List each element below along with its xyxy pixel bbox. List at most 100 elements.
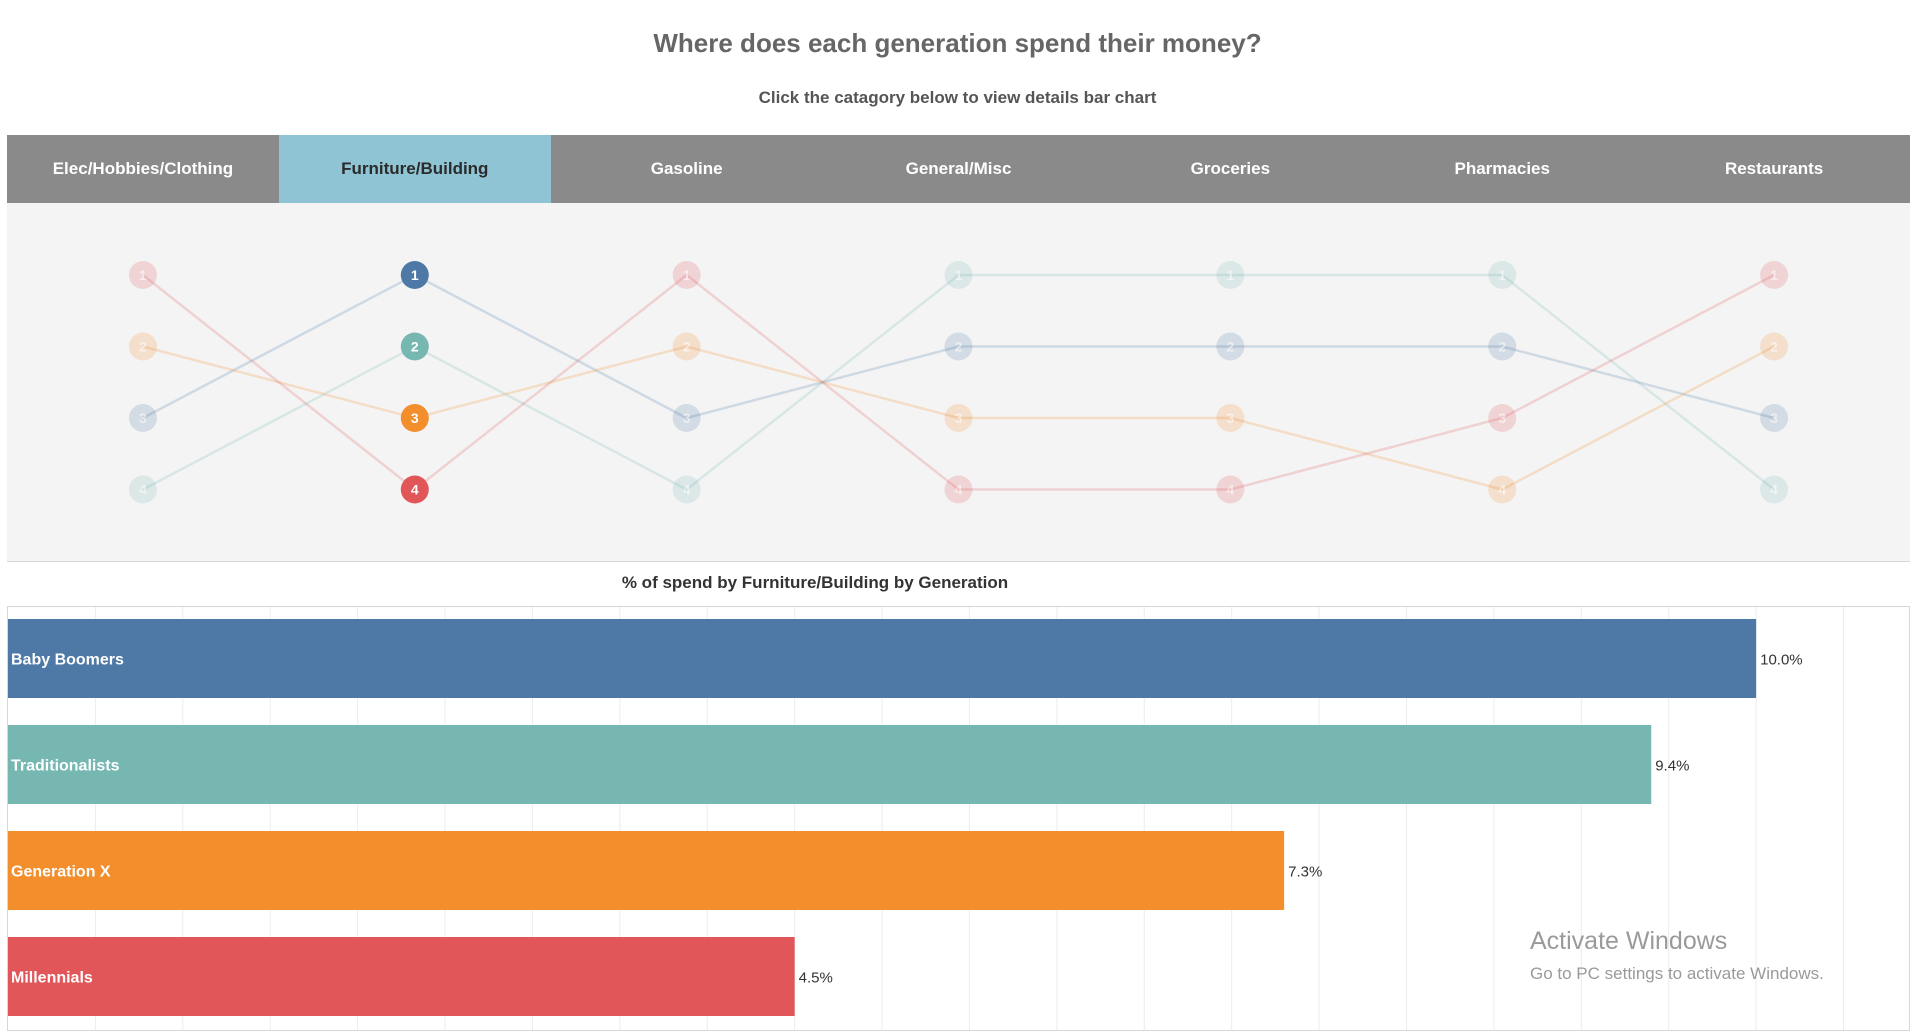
bar-value-label: 9.4%	[1655, 758, 1689, 775]
bump-marker-baby-boomers[interactable]: 2	[944, 332, 973, 361]
bump-marker-traditionalists[interactable]: 1	[1488, 261, 1517, 289]
tab-general-misc[interactable]: General/Misc	[905, 159, 1012, 178]
bump-rank-label: 1	[139, 267, 147, 283]
watermark-line-2: Go to PC settings to activate Windows.	[1530, 964, 1824, 983]
bump-marker-generation-x[interactable]: 2	[1760, 332, 1789, 361]
tab-groceries[interactable]: Groceries	[1190, 159, 1271, 178]
bump-marker-generation-x[interactable]: 2	[128, 332, 157, 361]
bump-marker-traditionalists[interactable]: 1	[1216, 261, 1245, 289]
tab-elec-hobbies-clothing[interactable]: Elec/Hobbies/Clothing	[52, 159, 234, 178]
bump-marker-circle	[128, 475, 157, 504]
bar-baby-boomers[interactable]: Baby Boomers 10.0%	[8, 619, 1803, 698]
bump-marker-traditionalists[interactable]: 2	[400, 332, 429, 361]
bump-marker-generation-x[interactable]: 3	[1216, 404, 1245, 432]
bump-rank-label: 3	[1770, 410, 1778, 426]
bump-rank-label: 4	[139, 482, 147, 498]
bump-chart: 3 1 3 2 2 2 3 4 2 4 1 1 1 4 2 3 2 3 3 4 2 1 4 1 4 4 3 1	[128, 261, 1789, 504]
category-tabs: Elec/Hobbies/Clothing Furniture/Building…	[7, 135, 1910, 203]
bump-marker-millennials[interactable]: 1	[672, 261, 701, 289]
bar-value-label: 10.0%	[1760, 652, 1803, 669]
bar-value-label: 7.3%	[1288, 864, 1322, 881]
bar-category-label: Generation X	[11, 864, 111, 881]
tab-furniture-building[interactable]: Furniture/Building	[278, 135, 551, 203]
bump-rank-label: 4	[683, 482, 691, 498]
tab-gasoline[interactable]: Gasoline	[650, 159, 723, 178]
bar-traditionalists[interactable]: Traditionalists 9.4%	[8, 725, 1689, 804]
bump-marker-circle	[1216, 332, 1245, 361]
bump-rank-label: 2	[955, 339, 963, 355]
bump-marker-circle	[672, 475, 701, 504]
bump-marker-generation-x[interactable]: 3	[400, 404, 429, 432]
bump-marker-traditionalists[interactable]: 4	[672, 475, 701, 504]
bump-marker-baby-boomers[interactable]: 2	[1488, 332, 1517, 361]
bump-marker-circle	[400, 475, 429, 504]
bump-marker-baby-boomers[interactable]: 2	[1216, 332, 1245, 361]
bump-marker-traditionalists[interactable]: 4	[128, 475, 157, 504]
bump-rank-label: 3	[683, 410, 691, 426]
bump-rank-label: 3	[411, 410, 419, 426]
bump-marker-traditionalists[interactable]: 4	[1760, 475, 1789, 504]
bump-marker-circle	[400, 261, 429, 289]
bump-rank-label: 2	[1498, 339, 1506, 355]
bar-generation-x[interactable]: Generation X 7.3%	[8, 831, 1322, 910]
bump-marker-millennials[interactable]: 3	[1488, 404, 1517, 432]
bump-marker-generation-x[interactable]: 2	[672, 332, 701, 361]
bump-rank-label: 4	[411, 482, 419, 498]
bar-millennials[interactable]: Millennials 4.5%	[8, 937, 833, 1016]
activate-windows-watermark: Activate Windows Go to PC settings to ac…	[1530, 927, 1824, 984]
bar-category-label: Traditionalists	[11, 758, 120, 775]
bar-rect	[8, 937, 795, 1016]
bar-chart: Baby Boomers 10.0% Traditionalists 9.4% Gene…	[8, 607, 1845, 1030]
bar-rect	[8, 831, 1285, 910]
bump-markers: 3 1 3 2 2 2 3 4 2 4 1 1 1 4 2 3 2 3 3 4 2 1 4 1 4 4 3 1	[128, 261, 1789, 504]
bump-marker-millennials[interactable]: 1	[1760, 261, 1789, 289]
bump-marker-circle	[944, 261, 973, 289]
bump-rank-label: 1	[1770, 267, 1778, 283]
bump-marker-generation-x[interactable]: 3	[944, 404, 973, 432]
bump-marker-circle	[1760, 404, 1789, 432]
bump-marker-circle	[1760, 332, 1789, 361]
bump-chart-panel: 3 1 3 2 2 2 3 4 2 4 1 1 1 4 2 3 2 3 3 4 2 1 4 1 4 4 3 1	[7, 203, 1910, 562]
bump-line-millennials	[142, 273, 1775, 492]
bar-rect	[8, 725, 1652, 804]
bump-marker-baby-boomers[interactable]: 3	[1760, 404, 1789, 432]
bump-rank-label: 4	[955, 482, 963, 498]
bar-chart-panel: Baby Boomers 10.0% Traditionalists 9.4% Gene…	[7, 606, 1910, 1031]
bump-rank-label: 4	[1770, 482, 1778, 498]
bump-marker-generation-x[interactable]: 4	[1488, 475, 1517, 504]
bump-marker-millennials[interactable]: 4	[1216, 475, 1245, 504]
bump-rank-label: 2	[683, 339, 691, 355]
tab-pharmacies[interactable]: Pharmacies	[1454, 159, 1550, 178]
tab-restaurants[interactable]: Restaurants	[1724, 159, 1824, 178]
page-title: Where does each generation spend their m…	[653, 28, 1262, 58]
bump-marker-circle	[128, 261, 157, 289]
bump-rank-label: 1	[411, 267, 419, 283]
bump-marker-circle	[1488, 475, 1517, 504]
bump-marker-circle	[128, 404, 157, 432]
bump-rank-label: 3	[139, 410, 147, 426]
bump-rank-label: 4	[1498, 482, 1506, 498]
bump-marker-baby-boomers[interactable]: 3	[672, 404, 701, 432]
bump-marker-baby-boomers[interactable]: 3	[128, 404, 157, 432]
bump-marker-circle	[400, 404, 429, 432]
bump-marker-circle	[944, 475, 973, 504]
page-subtitle: Click the catagory below to view details…	[758, 88, 1157, 107]
bump-marker-circle	[128, 332, 157, 361]
bump-marker-circle	[1216, 261, 1245, 289]
bump-rank-label: 2	[139, 339, 147, 355]
bump-rank-label: 2	[411, 339, 419, 355]
bump-marker-circle	[944, 404, 973, 432]
bump-marker-circle	[1760, 475, 1789, 504]
bump-marker-traditionalists[interactable]: 1	[944, 261, 973, 289]
bump-marker-circle	[1488, 404, 1517, 432]
bump-marker-circle	[672, 332, 701, 361]
bump-rank-label: 3	[1498, 410, 1506, 426]
bump-marker-circle	[400, 332, 429, 361]
bump-marker-millennials[interactable]: 4	[944, 475, 973, 504]
bump-marker-millennials[interactable]: 1	[128, 261, 157, 289]
bump-marker-circle	[672, 261, 701, 289]
bump-rank-label: 2	[1770, 339, 1778, 355]
bump-marker-millennials[interactable]: 4	[400, 475, 429, 504]
bump-marker-circle	[1760, 261, 1789, 289]
bump-marker-baby-boomers[interactable]: 1	[400, 261, 429, 289]
